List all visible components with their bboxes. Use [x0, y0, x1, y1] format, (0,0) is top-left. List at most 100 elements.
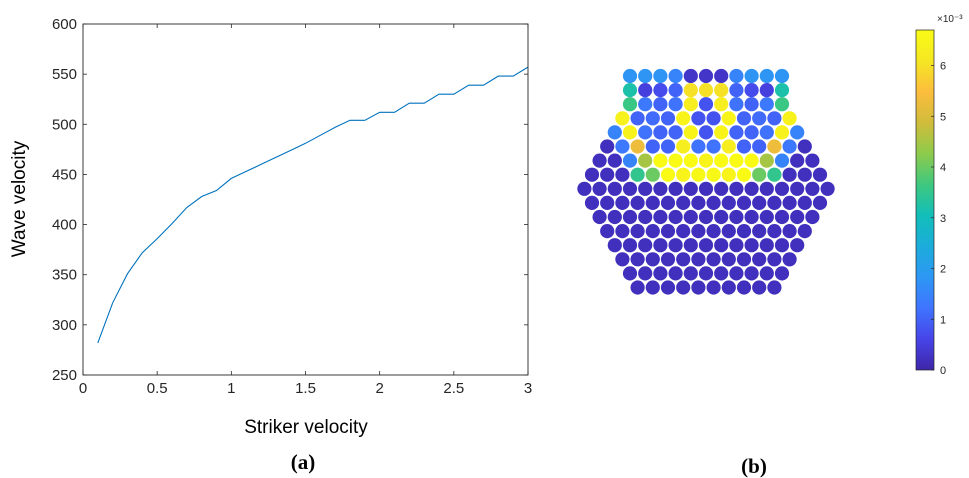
particle — [706, 224, 721, 239]
particle — [797, 224, 812, 239]
particle — [600, 167, 615, 182]
x-tick-label: 0 — [79, 380, 87, 397]
x-axis-ticks: 0 0.5 1 1.5 2 2.5 3 — [79, 24, 532, 397]
particle — [615, 252, 630, 267]
particle — [721, 111, 736, 126]
particle — [714, 68, 729, 84]
particle — [600, 224, 615, 239]
particle — [736, 111, 752, 126]
particle — [744, 266, 759, 281]
particle — [782, 224, 797, 239]
particle — [752, 252, 767, 267]
particle — [660, 111, 676, 126]
particle — [759, 266, 774, 281]
particle — [683, 181, 698, 196]
particle — [638, 238, 653, 253]
particle — [729, 181, 744, 196]
y-axis-label: Wave velocity — [9, 140, 30, 257]
particle — [744, 153, 759, 168]
colorbar-tick-label: 2 — [940, 264, 946, 276]
particle — [630, 224, 645, 239]
particle — [744, 83, 759, 98]
particle — [615, 195, 630, 210]
particle — [714, 266, 729, 281]
particle — [805, 153, 820, 168]
particle — [645, 252, 660, 267]
particle — [721, 195, 736, 210]
particle — [759, 83, 774, 98]
particle — [706, 139, 721, 154]
particle — [774, 238, 790, 253]
particle — [630, 111, 645, 126]
particle — [759, 238, 774, 253]
particle — [752, 139, 767, 154]
particle — [698, 97, 714, 112]
particle — [653, 125, 668, 140]
particle — [607, 209, 622, 225]
y-tick-label: 400 — [52, 217, 77, 234]
particle — [676, 167, 691, 182]
particle — [706, 280, 721, 295]
particle — [668, 266, 683, 281]
particle — [592, 153, 607, 168]
x-axis-label: Striker velocity — [244, 417, 368, 438]
particle — [653, 238, 668, 253]
particle — [683, 97, 698, 112]
particle — [774, 153, 790, 168]
y-tick-label: 250 — [52, 367, 77, 384]
particle — [630, 280, 645, 295]
particle — [698, 209, 714, 225]
particle — [668, 83, 683, 98]
y-tick-label: 350 — [52, 267, 77, 284]
wave-velocity-line — [97, 66, 529, 344]
particle — [638, 266, 653, 281]
plot-frame — [82, 23, 529, 376]
particle — [622, 97, 638, 112]
y-tick-label: 300 — [52, 317, 77, 334]
particle — [630, 252, 645, 267]
plot-area — [83, 24, 528, 375]
particle — [805, 181, 820, 196]
particle — [759, 209, 774, 225]
particle — [683, 68, 698, 84]
particle — [622, 83, 638, 98]
particle — [660, 252, 676, 267]
particle — [653, 83, 668, 98]
particle — [797, 167, 812, 182]
particle — [668, 97, 683, 112]
particle — [645, 139, 660, 154]
particle — [736, 280, 752, 295]
particle — [805, 209, 820, 225]
particle — [691, 167, 706, 182]
particle — [759, 97, 774, 112]
particle — [782, 195, 797, 210]
panel-label-b: (b) — [741, 454, 767, 478]
particle — [638, 209, 653, 225]
x-tick-label: 3 — [524, 380, 532, 397]
particle — [782, 167, 797, 182]
panel-label-a: (a) — [291, 450, 316, 474]
particle — [744, 68, 759, 84]
particle — [714, 97, 729, 112]
particle — [615, 139, 630, 154]
colorbar: 0 1 2 3 4 5 6 ×10⁻³ — [915, 14, 963, 377]
particle — [622, 153, 638, 168]
particle — [759, 125, 774, 140]
particle — [683, 209, 698, 225]
particle — [668, 68, 683, 84]
x-tick-label: 0.5 — [147, 380, 168, 397]
particle — [660, 195, 676, 210]
particle — [607, 238, 622, 253]
particle — [744, 181, 759, 196]
particle — [774, 125, 790, 140]
y-tick-label: 500 — [52, 116, 77, 133]
particle — [592, 181, 607, 196]
particle — [744, 97, 759, 112]
particle — [645, 280, 660, 295]
particle — [752, 195, 767, 210]
particle — [683, 83, 698, 98]
colorbar-tick-label: 6 — [940, 61, 946, 73]
particle — [592, 209, 607, 225]
particle — [645, 224, 660, 239]
particle — [584, 195, 600, 210]
